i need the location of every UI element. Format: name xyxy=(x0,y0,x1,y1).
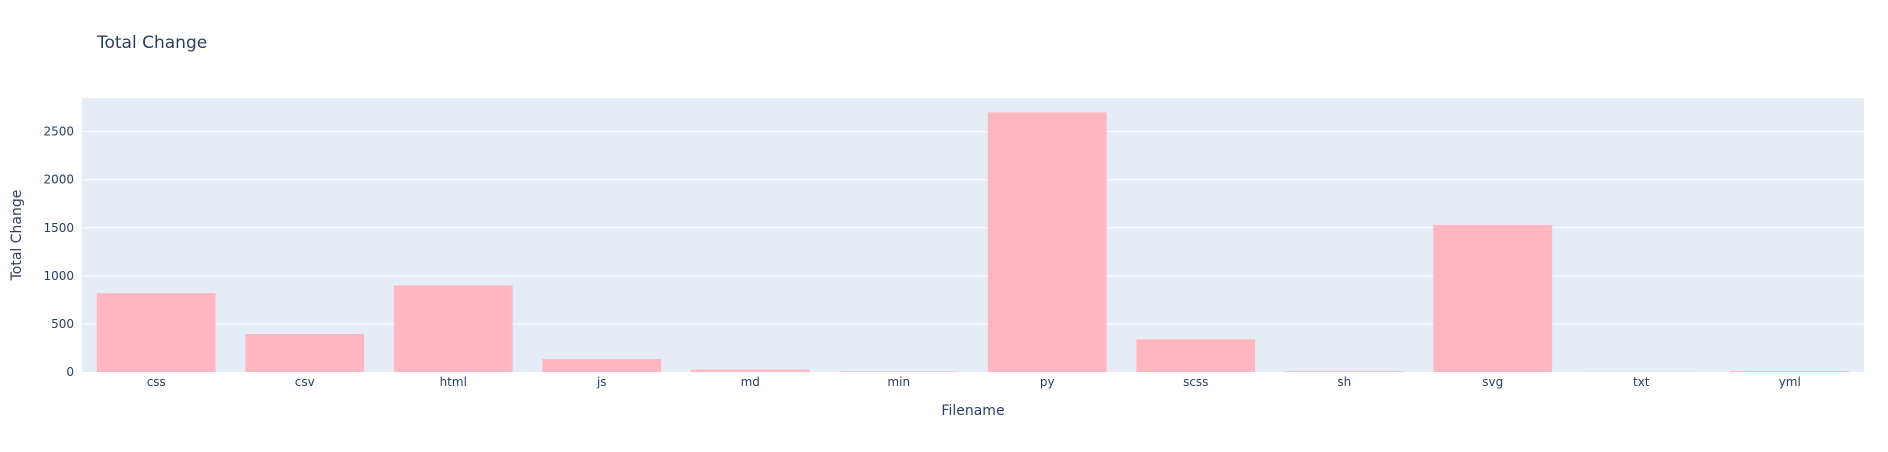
chart-title: Total Change xyxy=(96,33,207,53)
grid-lines xyxy=(82,131,1864,325)
x-tick-label: html xyxy=(440,375,467,389)
y-axis-title: Total Change xyxy=(9,190,25,282)
x-axis-title: Filename xyxy=(941,403,1004,419)
x-tick-label: css xyxy=(147,375,166,389)
x-tick-label: csv xyxy=(295,375,315,389)
y-tick-label: 2000 xyxy=(43,173,74,187)
y-tick-label: 500 xyxy=(51,317,74,331)
y-tick-label: 1000 xyxy=(43,269,74,283)
bar-css[interactable] xyxy=(96,293,216,372)
bars xyxy=(96,112,1850,372)
bar-yml[interactable] xyxy=(1730,371,1850,372)
x-tick-label: scss xyxy=(1183,375,1208,389)
y-tick-label: 2500 xyxy=(43,125,74,139)
bar-sh[interactable] xyxy=(1284,371,1404,372)
x-tick-label: js xyxy=(596,375,607,389)
x-tick-labels: css csv html js md min py scss sh svg txt yml xyxy=(147,375,1801,389)
bar-svg[interactable] xyxy=(1433,224,1553,372)
x-tick-label: sh xyxy=(1337,375,1351,389)
bar-py[interactable] xyxy=(987,112,1107,372)
x-tick-label: py xyxy=(1040,375,1055,389)
x-tick-label: txt xyxy=(1633,375,1650,389)
y-tick-label: 1500 xyxy=(43,221,74,235)
plot-area xyxy=(82,98,1864,372)
y-tick-label: 0 xyxy=(66,365,74,379)
bar-md[interactable] xyxy=(690,369,810,372)
bar-js[interactable] xyxy=(542,359,662,372)
x-tick-label: svg xyxy=(1482,375,1503,389)
bar-html[interactable] xyxy=(393,285,513,372)
x-tick-label: min xyxy=(887,375,910,389)
bar-csv[interactable] xyxy=(245,334,365,372)
x-tick-label: md xyxy=(741,375,760,389)
x-tick-label: yml xyxy=(1779,375,1801,389)
bar-scss[interactable] xyxy=(1136,339,1256,372)
y-tick-labels: 0 500 1000 1500 2000 2500 xyxy=(43,125,74,379)
